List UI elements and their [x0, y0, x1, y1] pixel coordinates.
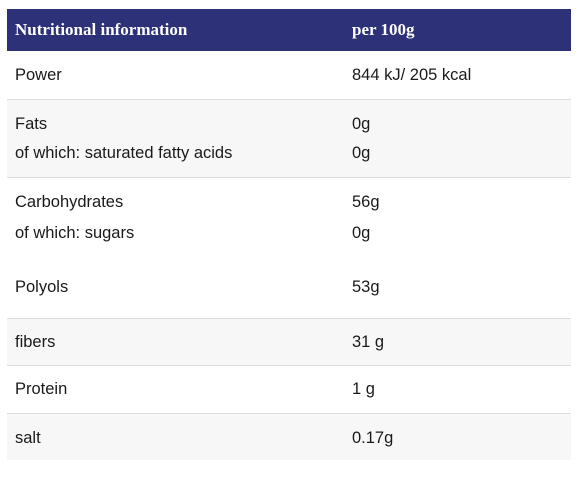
table-row-polyols: Polyols 53g — [7, 256, 571, 319]
row-sublabel: of which: sugars — [15, 224, 135, 242]
row-label: Protein — [15, 380, 68, 398]
row-value: 53g — [352, 278, 380, 296]
row-value: 56g — [352, 193, 380, 211]
nutrition-table: Nutritional information per 100g Power 8… — [7, 9, 571, 460]
table-row-carbohydrates: Carbohydrates 56g of which: sugars 0g — [7, 178, 571, 256]
row-label: Power — [15, 66, 62, 84]
table-header: Nutritional information per 100g — [7, 9, 571, 51]
row-label: Polyols — [15, 278, 69, 296]
row-value: 0g — [352, 115, 371, 133]
table-row-salt: salt 0.17g — [7, 414, 571, 460]
table-row-fats: Fats 0g of which: saturated fatty acids … — [7, 100, 571, 178]
row-label: salt — [15, 429, 41, 447]
row-subvalue: 0g — [352, 144, 371, 162]
row-sublabel: of which: saturated fatty acids — [15, 144, 233, 162]
header-per-100g: per 100g — [352, 20, 415, 39]
table-row-protein: Protein 1 g — [7, 366, 571, 414]
row-value: 1 g — [352, 380, 375, 398]
row-label: fibers — [15, 333, 56, 351]
row-label: Fats — [15, 115, 48, 133]
row-value: 31 g — [352, 333, 385, 351]
row-subvalue: 0g — [352, 224, 371, 242]
table-row-power: Power 844 kJ/ 205 kcal — [7, 51, 571, 100]
row-value: 0.17g — [352, 429, 394, 447]
table-row-fibers: fibers 31 g — [7, 319, 571, 366]
header-nutritional-information: Nutritional information — [15, 20, 188, 39]
row-value: 844 kJ/ 205 kcal — [352, 66, 472, 84]
row-label: Carbohydrates — [15, 193, 124, 211]
